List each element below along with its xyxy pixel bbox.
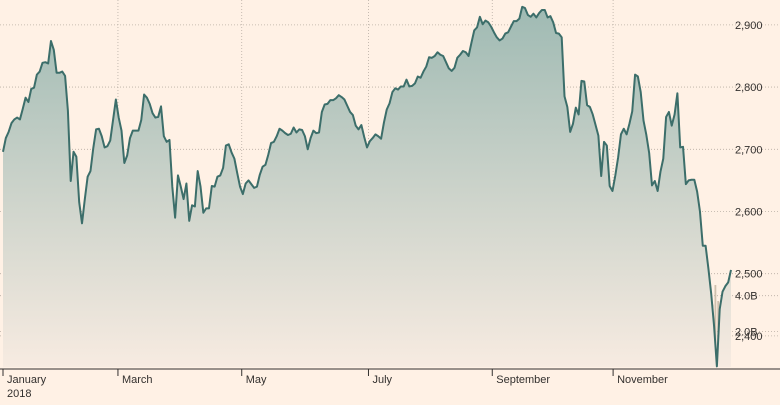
y-axis: 2,400 2,500 2,600 2,700 2,800 2,900 2.0B 4.0B	[735, 20, 763, 343]
volume-tick-label: 4.0B	[735, 291, 758, 303]
volume-bar	[714, 285, 717, 367]
x-tick-label: January	[7, 374, 47, 386]
price-tick-label: 2,600	[735, 206, 763, 218]
x-tick-label: March	[122, 374, 153, 386]
price-tick-label: 2,700	[735, 144, 763, 156]
price-area-series	[2, 5, 732, 368]
x-tick-label: November	[617, 374, 668, 386]
x-tick-label: May	[246, 374, 267, 386]
x-axis: January 2018 March May July September November	[0, 368, 780, 400]
x-tick-label: July	[372, 374, 392, 386]
price-tick-label: 2,800	[735, 82, 763, 94]
price-line	[2, 5, 732, 368]
price-area-fill	[3, 6, 731, 368]
volume-tick-label: 2.0B	[735, 326, 758, 338]
x-tick-year-label: 2018	[7, 388, 31, 400]
price-tick-label: 2,500	[735, 269, 763, 281]
price-tick-label: 2,900	[735, 20, 763, 32]
price-tick-label: 2,400	[735, 331, 763, 343]
x-tick-label: September	[496, 374, 550, 386]
